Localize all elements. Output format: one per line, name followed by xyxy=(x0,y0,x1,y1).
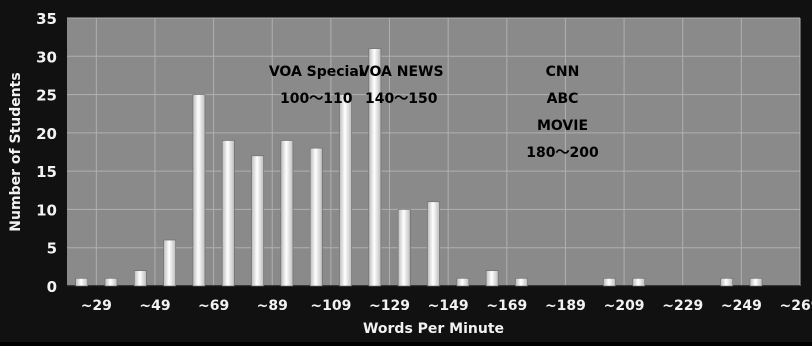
bar xyxy=(632,278,646,287)
bar xyxy=(134,270,147,287)
bar xyxy=(456,278,470,287)
bar xyxy=(368,48,382,287)
x-tick-label: ~169 xyxy=(486,298,527,314)
bar xyxy=(280,140,294,287)
x-axis-label: Words Per Minute xyxy=(363,321,504,337)
x-tick-label: ~149 xyxy=(428,298,469,314)
y-tick-label: 15 xyxy=(36,163,57,181)
x-tick-label: ~89 xyxy=(257,298,288,314)
bar xyxy=(427,201,440,287)
bar xyxy=(309,147,323,287)
bar xyxy=(397,209,411,287)
y-tick-label: 30 xyxy=(36,48,57,66)
annotation-text: VOA Special xyxy=(269,64,364,80)
bar xyxy=(104,278,118,287)
y-axis-label: Number of Students xyxy=(8,72,24,231)
annotation-text: CNN xyxy=(546,64,580,80)
bar xyxy=(339,94,352,287)
x-tick-label: ~269 xyxy=(780,298,812,314)
bar xyxy=(749,278,763,287)
x-tick-label: ~29 xyxy=(81,298,112,314)
x-tick-label: ~229 xyxy=(662,298,703,314)
annotation-text: ABC xyxy=(547,91,579,107)
y-tick-label: 10 xyxy=(36,201,57,219)
gridlines xyxy=(67,17,801,287)
y-tick-label: 20 xyxy=(36,125,57,143)
x-tick-label: ~129 xyxy=(369,298,410,314)
bar xyxy=(603,278,616,287)
y-tick-label: 5 xyxy=(47,240,57,258)
bar xyxy=(485,270,499,287)
x-tick-label: ~189 xyxy=(545,298,586,314)
bar xyxy=(251,155,264,287)
bars xyxy=(75,48,763,287)
x-axis-ticks: ~29 ~49 ~69 ~89 ~109 ~129 ~149 ~169 ~189 ~209 ~229… xyxy=(81,298,812,314)
bar xyxy=(192,94,206,287)
x-tick-label: ~109 xyxy=(310,298,351,314)
annotations: VOA Special 100～110 VOA NEWS 140～150 CNN ABC M… xyxy=(269,64,599,161)
annotation-text: 100～110 xyxy=(280,91,353,107)
x-tick-label: ~49 xyxy=(139,298,170,314)
annotation-text: MOVIE xyxy=(537,118,588,134)
bar xyxy=(720,278,734,287)
y-axis-ticks: 0 5 10 15 20 25 30 35 xyxy=(36,10,57,296)
bar xyxy=(515,278,528,287)
y-tick-label: 0 xyxy=(47,278,57,296)
x-tick-label: ~69 xyxy=(198,298,229,314)
x-tick-label: ~209 xyxy=(604,298,645,314)
bar xyxy=(163,239,176,287)
bar xyxy=(221,140,235,287)
annotation-text: 180～200 xyxy=(526,145,599,161)
x-tick-label: ~249 xyxy=(721,298,762,314)
annotation-text: VOA NEWS xyxy=(359,64,444,80)
annotation-text: 140～150 xyxy=(365,91,438,107)
y-tick-label: 25 xyxy=(36,87,57,105)
y-tick-label: 35 xyxy=(36,10,57,28)
bar xyxy=(75,278,88,287)
